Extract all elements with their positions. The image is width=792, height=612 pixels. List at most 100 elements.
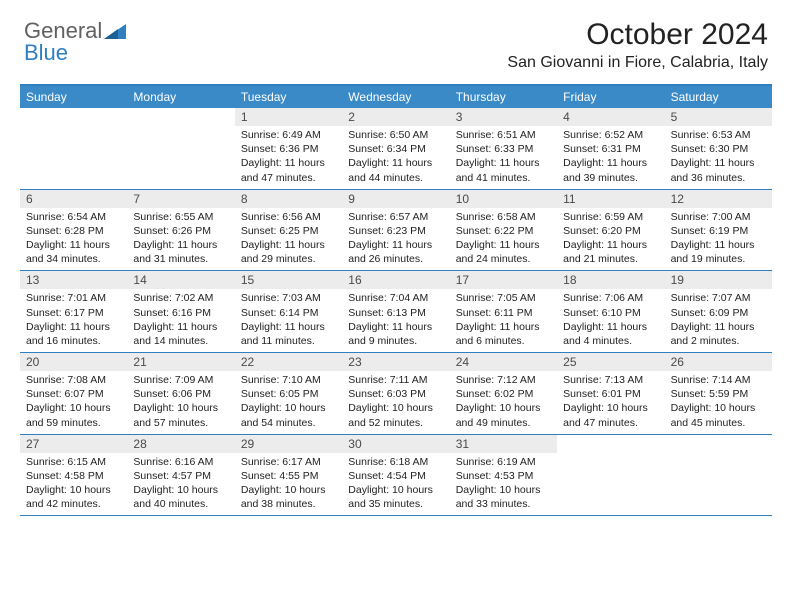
day-number: 27: [20, 435, 127, 453]
daylight-text: Daylight: 10 hours and 52 minutes.: [348, 401, 443, 429]
sunrise-text: Sunrise: 6:55 AM: [133, 210, 228, 224]
dayhead-thu: Thursday: [450, 86, 557, 108]
day-cell: 19Sunrise: 7:07 AMSunset: 6:09 PMDayligh…: [665, 271, 772, 352]
day-number: 23: [342, 353, 449, 371]
dayhead-fri: Friday: [557, 86, 664, 108]
day-number: 14: [127, 271, 234, 289]
day-info: Sunrise: 6:49 AMSunset: 6:36 PMDaylight:…: [235, 126, 342, 189]
sunset-text: Sunset: 6:09 PM: [671, 306, 766, 320]
day-info: Sunrise: 7:04 AMSunset: 6:13 PMDaylight:…: [342, 289, 449, 352]
day-info: Sunrise: 6:50 AMSunset: 6:34 PMDaylight:…: [342, 126, 449, 189]
daylight-text: Daylight: 11 hours and 11 minutes.: [241, 320, 336, 348]
month-title: October 2024: [24, 18, 768, 52]
sunset-text: Sunset: 6:01 PM: [563, 387, 658, 401]
day-cell: 11Sunrise: 6:59 AMSunset: 6:20 PMDayligh…: [557, 190, 664, 271]
day-info: Sunrise: 6:58 AMSunset: 6:22 PMDaylight:…: [450, 208, 557, 271]
day-cell: 10Sunrise: 6:58 AMSunset: 6:22 PMDayligh…: [450, 190, 557, 271]
daylight-text: Daylight: 11 hours and 6 minutes.: [456, 320, 551, 348]
daylight-text: Daylight: 10 hours and 42 minutes.: [26, 483, 121, 511]
day-info: Sunrise: 7:13 AMSunset: 6:01 PMDaylight:…: [557, 371, 664, 434]
day-number: 15: [235, 271, 342, 289]
day-cell: 23Sunrise: 7:11 AMSunset: 6:03 PMDayligh…: [342, 353, 449, 434]
day-cell: 4Sunrise: 6:52 AMSunset: 6:31 PMDaylight…: [557, 108, 664, 189]
daylight-text: Daylight: 10 hours and 57 minutes.: [133, 401, 228, 429]
day-number: 29: [235, 435, 342, 453]
sunset-text: Sunset: 5:59 PM: [671, 387, 766, 401]
day-info: Sunrise: 6:53 AMSunset: 6:30 PMDaylight:…: [665, 126, 772, 189]
sunrise-text: Sunrise: 6:16 AM: [133, 455, 228, 469]
day-number: 31: [450, 435, 557, 453]
day-info: Sunrise: 7:05 AMSunset: 6:11 PMDaylight:…: [450, 289, 557, 352]
day-number: 18: [557, 271, 664, 289]
daylight-text: Daylight: 11 hours and 26 minutes.: [348, 238, 443, 266]
day-number: 26: [665, 353, 772, 371]
day-number: 19: [665, 271, 772, 289]
day-cell: 30Sunrise: 6:18 AMSunset: 4:54 PMDayligh…: [342, 435, 449, 516]
day-number: 8: [235, 190, 342, 208]
day-number: 1: [235, 108, 342, 126]
day-number: 22: [235, 353, 342, 371]
day-number: 6: [20, 190, 127, 208]
day-info: Sunrise: 7:10 AMSunset: 6:05 PMDaylight:…: [235, 371, 342, 434]
day-cell: 21Sunrise: 7:09 AMSunset: 6:06 PMDayligh…: [127, 353, 234, 434]
sunset-text: Sunset: 6:30 PM: [671, 142, 766, 156]
sunset-text: Sunset: 6:14 PM: [241, 306, 336, 320]
day-number: 9: [342, 190, 449, 208]
day-info: Sunrise: 7:14 AMSunset: 5:59 PMDaylight:…: [665, 371, 772, 434]
daylight-text: Daylight: 11 hours and 34 minutes.: [26, 238, 121, 266]
day-cell: 1Sunrise: 6:49 AMSunset: 6:36 PMDaylight…: [235, 108, 342, 189]
sunrise-text: Sunrise: 6:59 AM: [563, 210, 658, 224]
sunrise-text: Sunrise: 7:12 AM: [456, 373, 551, 387]
sunrise-text: Sunrise: 7:08 AM: [26, 373, 121, 387]
day-info: Sunrise: 6:54 AMSunset: 6:28 PMDaylight:…: [20, 208, 127, 271]
day-info: Sunrise: 7:08 AMSunset: 6:07 PMDaylight:…: [20, 371, 127, 434]
sunrise-text: Sunrise: 6:57 AM: [348, 210, 443, 224]
day-info: Sunrise: 6:15 AMSunset: 4:58 PMDaylight:…: [20, 453, 127, 516]
sunrise-text: Sunrise: 6:58 AM: [456, 210, 551, 224]
day-info: Sunrise: 7:01 AMSunset: 6:17 PMDaylight:…: [20, 289, 127, 352]
sunrise-text: Sunrise: 7:04 AM: [348, 291, 443, 305]
day-cell: 16Sunrise: 7:04 AMSunset: 6:13 PMDayligh…: [342, 271, 449, 352]
day-info: Sunrise: 6:55 AMSunset: 6:26 PMDaylight:…: [127, 208, 234, 271]
weeks-container: ..1Sunrise: 6:49 AMSunset: 6:36 PMDaylig…: [20, 108, 772, 516]
sunset-text: Sunset: 6:17 PM: [26, 306, 121, 320]
daylight-text: Daylight: 10 hours and 59 minutes.: [26, 401, 121, 429]
day-cell: 9 Sunrise: 6:57 AMSunset: 6:23 PMDaylight…: [342, 190, 449, 271]
empty-cell: .: [557, 435, 664, 516]
daylight-text: Daylight: 10 hours and 49 minutes.: [456, 401, 551, 429]
day-cell: 25Sunrise: 7:13 AMSunset: 6:01 PMDayligh…: [557, 353, 664, 434]
day-cell: 26Sunrise: 7:14 AMSunset: 5:59 PMDayligh…: [665, 353, 772, 434]
day-number: 25: [557, 353, 664, 371]
daylight-text: Daylight: 11 hours and 19 minutes.: [671, 238, 766, 266]
sunrise-text: Sunrise: 7:07 AM: [671, 291, 766, 305]
dayhead-tue: Tuesday: [235, 86, 342, 108]
sunset-text: Sunset: 6:13 PM: [348, 306, 443, 320]
sunset-text: Sunset: 4:55 PM: [241, 469, 336, 483]
sunset-text: Sunset: 6:23 PM: [348, 224, 443, 238]
sunrise-text: Sunrise: 7:11 AM: [348, 373, 443, 387]
daylight-text: Daylight: 11 hours and 14 minutes.: [133, 320, 228, 348]
sunset-text: Sunset: 6:02 PM: [456, 387, 551, 401]
sunset-text: Sunset: 6:10 PM: [563, 306, 658, 320]
day-info: Sunrise: 7:00 AMSunset: 6:19 PMDaylight:…: [665, 208, 772, 271]
brand-part2: Blue: [24, 40, 68, 65]
sunset-text: Sunset: 6:28 PM: [26, 224, 121, 238]
sunrise-text: Sunrise: 6:51 AM: [456, 128, 551, 142]
week-row: 13Sunrise: 7:01 AMSunset: 6:17 PMDayligh…: [20, 271, 772, 353]
day-number: 7: [127, 190, 234, 208]
day-info: Sunrise: 7:03 AMSunset: 6:14 PMDaylight:…: [235, 289, 342, 352]
sunrise-text: Sunrise: 7:03 AM: [241, 291, 336, 305]
sunrise-text: Sunrise: 7:02 AM: [133, 291, 228, 305]
day-info: Sunrise: 7:06 AMSunset: 6:10 PMDaylight:…: [557, 289, 664, 352]
sunrise-text: Sunrise: 7:05 AM: [456, 291, 551, 305]
sunset-text: Sunset: 6:19 PM: [671, 224, 766, 238]
sunrise-text: Sunrise: 7:06 AM: [563, 291, 658, 305]
day-info: Sunrise: 6:17 AMSunset: 4:55 PMDaylight:…: [235, 453, 342, 516]
day-number: 2: [342, 108, 449, 126]
day-number: 24: [450, 353, 557, 371]
sunset-text: Sunset: 6:07 PM: [26, 387, 121, 401]
day-cell: 15Sunrise: 7:03 AMSunset: 6:14 PMDayligh…: [235, 271, 342, 352]
daylight-text: Daylight: 10 hours and 40 minutes.: [133, 483, 228, 511]
sunrise-text: Sunrise: 7:14 AM: [671, 373, 766, 387]
daylight-text: Daylight: 10 hours and 47 minutes.: [563, 401, 658, 429]
